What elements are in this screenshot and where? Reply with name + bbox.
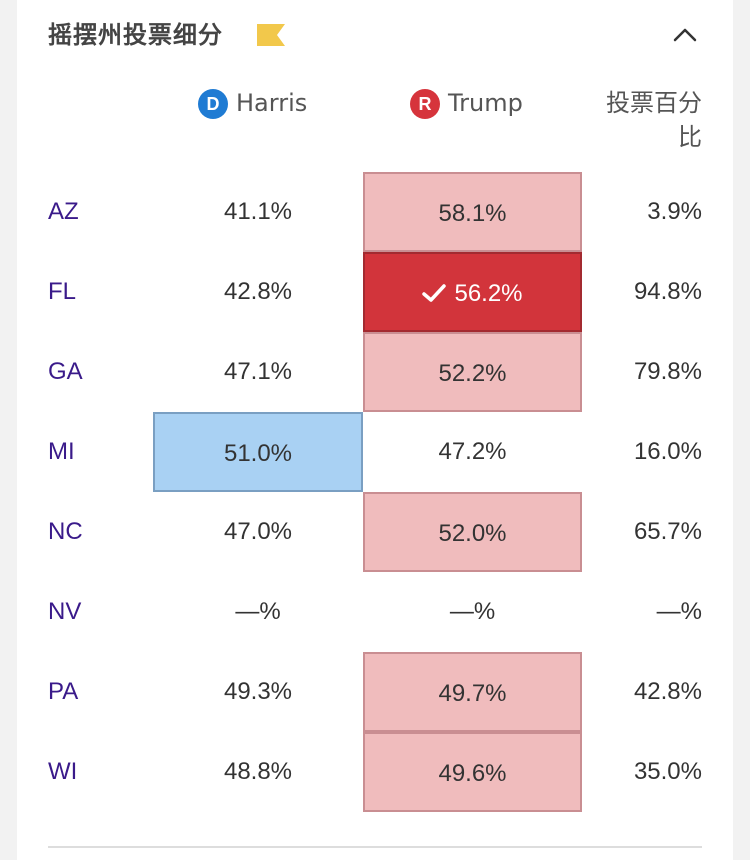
harris-value: 47.0%	[223, 518, 293, 545]
vote-percent-value: 94.8%	[633, 278, 702, 305]
vote-percent-value: —%	[656, 598, 702, 625]
table-row-az: AZ 41.1% 58.1% 3.9%	[0, 172, 750, 252]
trump-value-called: 56.2%	[363, 252, 582, 332]
state-label: PA	[48, 678, 79, 705]
harris-value: 48.8%	[223, 758, 293, 785]
harris-value: 41.1%	[223, 198, 293, 225]
harris-value: —%	[235, 598, 281, 625]
table-row-nc: NC 47.0% 52.0% 65.7%	[0, 492, 750, 572]
harris-value: 49.3%	[223, 678, 293, 705]
table-row-ga: GA 47.1% 52.2% 79.8%	[0, 332, 750, 412]
trump-value: 47.2%	[438, 438, 507, 465]
vote-percent-value: 79.8%	[633, 358, 702, 385]
trump-value: 52.0%	[363, 492, 582, 572]
republican-badge: R	[410, 89, 440, 119]
vote-percent-header: 投票百分比	[606, 89, 702, 151]
state-label: AZ	[48, 198, 79, 225]
checkmark-icon	[422, 284, 447, 302]
divider	[48, 846, 702, 848]
vote-percent-value: 42.8%	[633, 678, 702, 705]
table-row-nv: NV —% —% —%	[0, 572, 750, 652]
trump-name: Trump	[448, 89, 523, 117]
table-row-wi: WI 48.8% 49.6% 35.0%	[0, 732, 750, 812]
state-label: MI	[48, 438, 75, 465]
state-label: WI	[48, 758, 78, 785]
state-label: FL	[48, 278, 77, 305]
trump-value: 56.2%	[454, 280, 523, 307]
state-label: NC	[48, 518, 83, 545]
table-row-mi: MI 51.0% 47.2% 16.0%	[0, 412, 750, 492]
table-row-fl: FL 42.8% 56.2% 94.8%	[0, 252, 750, 332]
democrat-badge: D	[198, 89, 228, 119]
vote-percent-value: 3.9%	[647, 198, 702, 225]
trump-value: 52.2%	[363, 332, 582, 412]
vote-percent-value: 65.7%	[633, 518, 702, 545]
harris-column-header: D Harris	[198, 86, 307, 120]
harris-value: 51.0%	[153, 412, 363, 492]
trump-value: 49.6%	[363, 732, 582, 812]
vote-percent-value: 16.0%	[633, 438, 702, 465]
flag-icon	[257, 24, 285, 46]
state-label: NV	[48, 598, 82, 625]
state-label: GA	[48, 358, 83, 385]
table-row-pa: PA 49.3% 49.7% 42.8%	[0, 652, 750, 732]
harris-name: Harris	[236, 89, 308, 117]
trump-column-header: R Trump	[410, 86, 523, 120]
harris-value: 42.8%	[223, 278, 293, 305]
trump-value: —%	[449, 598, 496, 625]
harris-value: 47.1%	[223, 358, 293, 385]
section-title: 摇摆州投票细分	[48, 21, 223, 49]
chevron-up-icon[interactable]	[668, 20, 702, 50]
trump-value: 49.7%	[363, 652, 582, 732]
trump-value: 58.1%	[363, 172, 582, 252]
vote-percent-value: 35.0%	[633, 758, 702, 785]
